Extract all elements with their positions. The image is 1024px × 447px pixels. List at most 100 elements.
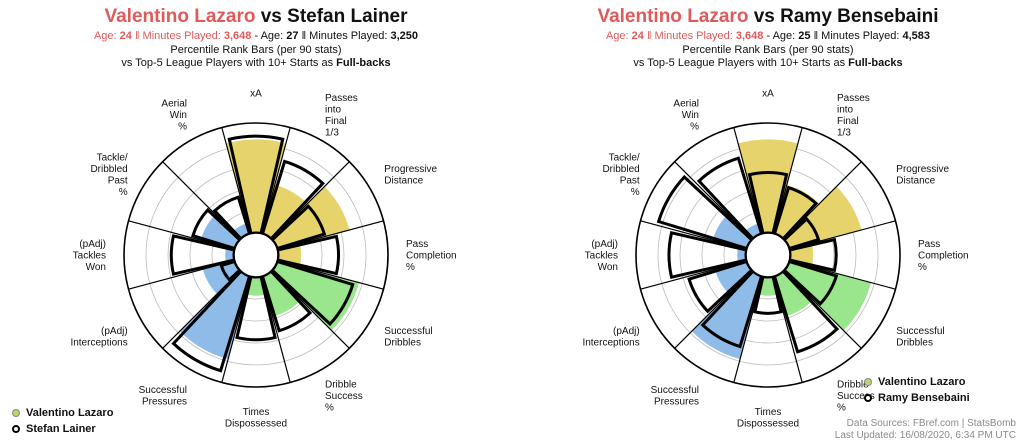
subtitle-position: Full-backs [848,57,903,69]
minutes-label-1: Minutes Played: [654,30,736,42]
category-label-line: (pAdj) [101,326,128,337]
category-label-line: Win [682,110,699,121]
chart-title: Valentino Lazaro vs Stefan Lainer [0,6,512,28]
separator-2: ‖ [298,30,310,42]
category-label-4: Pass Completion% [406,239,457,273]
category-label-line: Final [325,116,347,127]
filled-bar-3 [783,186,862,250]
title-player1: Valentino Lazaro [597,6,749,27]
category-label-line: Distance [896,175,935,186]
category-label-line: Times [243,407,270,418]
player-info: Age: 24 ‖ Minutes Played: 3,648 - Age: 2… [512,30,1024,42]
age-label-2: Age: [772,30,799,42]
category-label-7: Times Dispossessed [225,407,287,430]
legend-filled-dot-icon [12,409,20,417]
filled-bar-1 [226,139,286,234]
category-label-line: Tackle/ [97,152,128,163]
category-label-line: Win [170,110,187,121]
category-label-12: Aerial Win% [161,99,187,133]
category-label-line: % [178,122,187,133]
category-label-line: Aerial [673,99,699,110]
filled-bar-8 [691,270,763,360]
chart-title: Valentino Lazaro vs Ramy Bensebaini [512,6,1024,28]
chart-legend: Valentino Lazaro Ramy Bensebaini [864,374,970,406]
minutes-value-2: 4,583 [902,30,931,42]
category-label-12: Aerial Win% [673,99,699,133]
category-label-line: Passes [837,93,870,104]
category-label-line: Interceptions [70,337,127,348]
category-label-line: Pressures [654,397,699,408]
category-label-line: % [631,187,640,198]
category-label-line: Past [620,175,640,186]
separator-2: ‖ [810,30,822,42]
category-label-1: xA [250,89,262,100]
legend-item-player2: Stefan Lainer [12,421,113,437]
age-value-1: 24 [631,30,644,42]
category-label-line: Dribbled [90,164,127,175]
category-label-line: Success [325,391,363,402]
category-label-line: Dribbles [896,337,933,348]
category-label-8: Successful Pressures [651,385,699,408]
category-label-line: Success [837,391,875,402]
info-dash: - [251,30,261,42]
category-label-line: Interceptions [582,337,639,348]
age-label-1: Age: [605,30,632,42]
category-label-line: into [837,104,854,115]
category-label-line: into [325,104,342,115]
legend-outline-dot-icon [864,394,872,402]
category-label-line: Progressive [384,164,437,175]
category-label-line: 1/3 [837,127,851,138]
legend-label-player1: Valentino Lazaro [26,407,114,419]
legend-filled-dot-icon [864,378,872,386]
category-label-line: Times [755,407,782,418]
title-vs: vs [255,6,288,27]
legend-label-player1: Valentino Lazaro [878,376,966,388]
category-label-11: Tackle/Dribbled Past% [602,152,639,198]
category-label-line: Dribbled [602,164,639,175]
category-label-line: Won [598,262,618,273]
category-label-5: Successful Dribbles [896,326,944,349]
category-label-1: xA [762,89,774,100]
category-label-line: Tackles [73,251,106,262]
footer-sources: Data Sources: FBref.com | StatsBomb [846,418,1016,429]
category-label-line: % [918,262,927,273]
chart-subtitle: Percentile Rank Bars (per 90 stats) [682,44,854,56]
legend-item-player1: Valentino Lazaro [864,374,970,390]
title-player1: Valentino Lazaro [104,6,256,27]
subtitle-position: Full-backs [336,57,391,69]
chart-subtitle-comparison: vs Top-5 League Players with 10+ Starts … [512,57,1024,69]
chart-subtitle: Percentile Rank Bars (per 90 stats) [170,44,342,56]
category-label-line: Successful [651,385,699,396]
subtitle-text: vs Top-5 League Players with 10+ Starts … [633,57,849,69]
category-label-line: Pass [406,239,428,250]
footer-updated: Last Updated: 16/08/2020, 6:34 PM UTC [834,430,1016,441]
subtitle-text: vs Top-5 League Players with 10+ Starts … [121,57,337,69]
age-value-2: 25 [798,30,811,42]
category-label-line: Past [108,175,128,186]
category-label-3: Progressive Distance [384,164,437,187]
category-label-6: Dribble Success% [837,379,875,413]
category-label-9: (pAdj) Interceptions [582,326,639,349]
category-label-line: % [406,262,415,273]
category-label-line: Tackles [585,251,618,262]
age-label-2: Age: [260,30,287,42]
title-player2: Ramy Bensebaini [780,6,939,27]
category-label-line: Distance [384,175,423,186]
category-label-11: Tackle/Dribbled Past% [90,152,127,198]
minutes-value-1: 3,648 [223,30,252,42]
category-label-10: (pAdj) Tackles Won [585,239,618,273]
age-value-2: 27 [286,30,299,42]
age-label-1: Age: [93,30,120,42]
category-label-line: % [325,402,334,413]
category-label-line: Successful [384,326,432,337]
legend-outline-dot-icon [12,425,20,433]
category-label-line: % [119,187,128,198]
category-label-line: (pAdj) [79,239,106,250]
filled-bar-3 [271,186,350,250]
separator-1: ‖ [643,30,655,42]
info-dash: - [763,30,773,42]
category-label-2: Passes into Final 1/3 [837,93,870,139]
center-hub [745,232,791,278]
age-value-1: 24 [119,30,132,42]
